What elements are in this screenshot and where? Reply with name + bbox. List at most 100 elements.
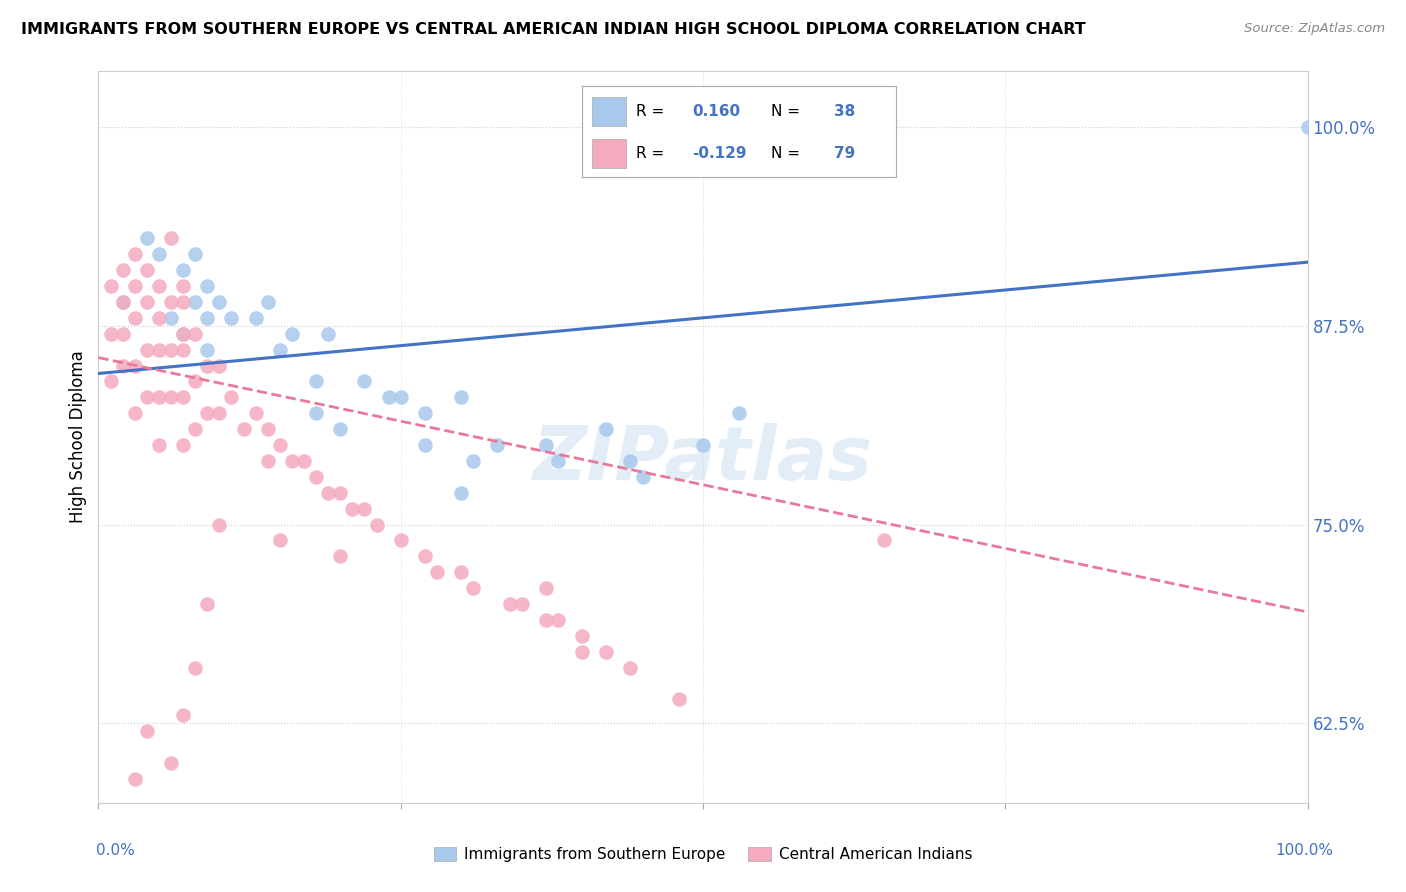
Point bbox=[413, 406, 436, 420]
Point bbox=[172, 708, 194, 723]
Point bbox=[208, 359, 231, 373]
Point bbox=[160, 756, 183, 770]
Point bbox=[172, 326, 194, 341]
Point bbox=[195, 343, 218, 357]
Text: ZIPatlas: ZIPatlas bbox=[533, 423, 873, 496]
Point bbox=[619, 660, 641, 674]
Point bbox=[195, 279, 218, 293]
Point bbox=[111, 326, 134, 341]
Point bbox=[208, 406, 231, 420]
Point bbox=[148, 279, 170, 293]
Point bbox=[195, 406, 218, 420]
Point bbox=[245, 406, 267, 420]
Point bbox=[256, 422, 278, 436]
Point bbox=[256, 294, 278, 309]
Point bbox=[221, 390, 243, 404]
Point bbox=[619, 454, 641, 468]
Point bbox=[305, 406, 328, 420]
Point bbox=[329, 549, 352, 564]
Point bbox=[534, 613, 557, 627]
Point bbox=[111, 294, 134, 309]
Point bbox=[534, 438, 557, 452]
Point bbox=[160, 310, 183, 325]
Point bbox=[305, 470, 328, 484]
Point bbox=[100, 279, 122, 293]
Point bbox=[135, 343, 157, 357]
Point bbox=[135, 263, 157, 277]
Point bbox=[342, 501, 364, 516]
Point bbox=[195, 597, 218, 611]
Point bbox=[111, 263, 134, 277]
Point bbox=[208, 294, 231, 309]
Point bbox=[692, 438, 714, 452]
Point bbox=[184, 247, 207, 261]
Point bbox=[547, 613, 569, 627]
Point bbox=[534, 581, 557, 595]
Point bbox=[100, 326, 122, 341]
Point bbox=[160, 343, 183, 357]
Point bbox=[148, 310, 170, 325]
Point bbox=[305, 375, 328, 389]
Point bbox=[124, 359, 146, 373]
Point bbox=[172, 326, 194, 341]
Point bbox=[389, 390, 412, 404]
Point bbox=[124, 406, 146, 420]
Point bbox=[184, 375, 207, 389]
Point bbox=[281, 454, 304, 468]
Point bbox=[100, 375, 122, 389]
Point bbox=[208, 517, 231, 532]
Point bbox=[463, 581, 485, 595]
Point bbox=[160, 294, 183, 309]
Point bbox=[316, 326, 339, 341]
Point bbox=[595, 422, 617, 436]
Point bbox=[353, 375, 375, 389]
Point bbox=[172, 279, 194, 293]
Point bbox=[413, 438, 436, 452]
Point bbox=[1296, 120, 1319, 134]
Point bbox=[124, 247, 146, 261]
Point bbox=[184, 294, 207, 309]
Point bbox=[135, 390, 157, 404]
Point bbox=[571, 629, 593, 643]
Point bbox=[329, 422, 352, 436]
Point bbox=[172, 263, 194, 277]
Point bbox=[547, 454, 569, 468]
Point bbox=[184, 422, 207, 436]
Point bbox=[124, 279, 146, 293]
Point bbox=[111, 820, 134, 834]
Point bbox=[389, 533, 412, 548]
Point bbox=[160, 390, 183, 404]
Point bbox=[195, 310, 218, 325]
Text: IMMIGRANTS FROM SOUTHERN EUROPE VS CENTRAL AMERICAN INDIAN HIGH SCHOOL DIPLOMA C: IMMIGRANTS FROM SOUTHERN EUROPE VS CENTR… bbox=[21, 22, 1085, 37]
Point bbox=[148, 390, 170, 404]
Point bbox=[595, 645, 617, 659]
Point bbox=[450, 390, 472, 404]
Point bbox=[269, 343, 291, 357]
Point bbox=[148, 804, 170, 818]
Point bbox=[184, 326, 207, 341]
Point bbox=[172, 343, 194, 357]
Point bbox=[498, 597, 520, 611]
Point bbox=[172, 390, 194, 404]
Point bbox=[135, 294, 157, 309]
Point bbox=[195, 359, 218, 373]
Point bbox=[245, 310, 267, 325]
Point bbox=[413, 549, 436, 564]
Point bbox=[316, 485, 339, 500]
Y-axis label: High School Diploma: High School Diploma bbox=[69, 351, 87, 524]
Text: 0.0%: 0.0% bbox=[96, 843, 135, 858]
Point bbox=[269, 438, 291, 452]
Point bbox=[148, 343, 170, 357]
Point bbox=[873, 533, 896, 548]
Point bbox=[111, 294, 134, 309]
Point bbox=[426, 566, 449, 580]
Point bbox=[281, 326, 304, 341]
Point bbox=[269, 533, 291, 548]
Point bbox=[172, 294, 194, 309]
Point bbox=[292, 454, 315, 468]
Point bbox=[221, 310, 243, 325]
Point bbox=[148, 438, 170, 452]
Point bbox=[463, 454, 485, 468]
Point bbox=[631, 470, 654, 484]
Point bbox=[232, 422, 254, 436]
